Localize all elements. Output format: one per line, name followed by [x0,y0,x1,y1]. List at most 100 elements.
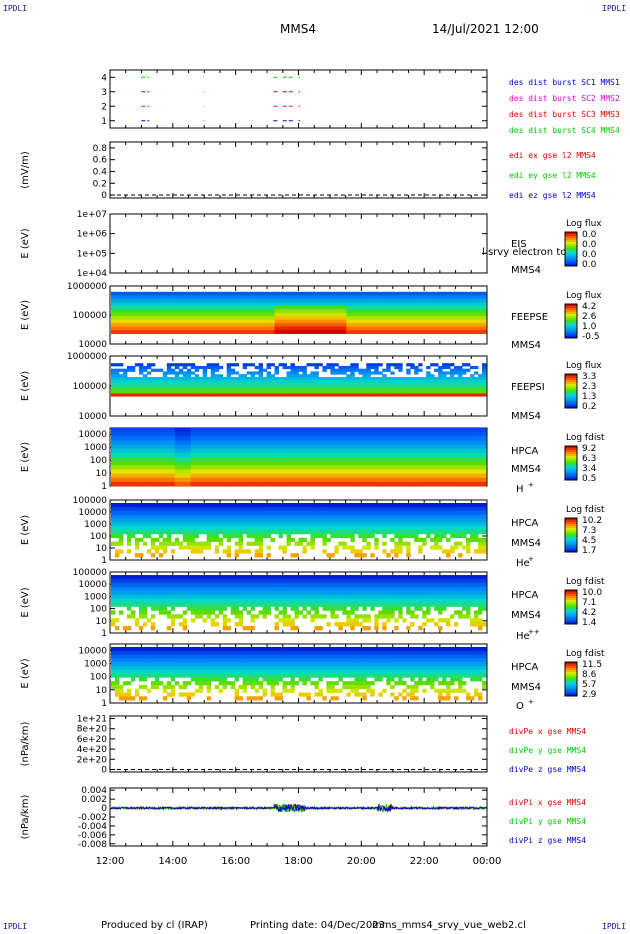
spectrogram-cell [154,305,160,310]
spectrogram-cell [474,326,479,331]
spectrogram-cell [318,518,323,523]
spectrogram-cell [394,295,399,300]
spectrogram-cell [362,510,367,515]
spectrogram-cell [198,312,204,317]
spectrogram-cell [330,477,335,483]
spectrogram-cell [406,553,411,558]
spectrogram-cell [398,448,403,454]
spectrogram-cell [426,382,431,386]
spectrogram-cell [250,393,256,397]
colorbar-cell [565,326,577,329]
spectrogram-cell [270,295,275,300]
spectrogram-cell [194,457,200,462]
spectrogram-cell [154,545,160,550]
spectrogram-cell [294,291,299,296]
spectrogram-cell [318,298,323,303]
spectrogram-cell [111,291,116,296]
spectrogram-cell [410,309,415,314]
spectrogram-cell [418,295,423,300]
spectrogram-cell [242,298,248,303]
spectrogram-cell [470,393,475,397]
spectrogram-cell [118,382,124,386]
spectrogram-cell [186,506,192,512]
spectrogram-cell [142,503,148,508]
spectrogram-cell [346,444,351,450]
spectrogram-cell [450,440,455,445]
spectrogram-cell [378,387,383,392]
spectrogram-cell [290,537,295,542]
spectrogram-cell [310,326,315,331]
spectrogram-cell [202,312,208,317]
spectrogram-cell [278,291,283,296]
spectrogram-cell [186,469,192,474]
spectrogram-cell [162,393,168,397]
spectrogram-cell [394,323,399,327]
spectrogram-cell [318,309,323,314]
spectrogram-cell [230,298,236,303]
spectrogram-cell [330,518,335,523]
spectrogram-cell [122,432,128,437]
spectrogram-cell [438,465,443,470]
spectrogram-cell [210,522,216,527]
spectrogram-cell [178,323,184,327]
spectrogram-cell [470,323,475,327]
spectrogram-cell [466,379,471,383]
spectrogram-cell [354,330,359,334]
spectrogram-cell [418,477,423,483]
spectrogram-cell [218,457,224,462]
spectrogram-cell [206,506,212,512]
spectrogram-cell [362,374,367,378]
spectrogram-cell [282,316,287,321]
spectrogram-cell [118,469,124,474]
panel-frame-9 [109,715,488,773]
spectrogram-cell [346,393,351,397]
spectrogram-cell [154,385,160,389]
spectrogram-cell [446,365,451,370]
spectrogram-cell [410,365,415,370]
spectrogram-cell [466,469,471,474]
spectrogram-cell [134,385,140,389]
spectrogram-cell [274,382,279,386]
spectrogram-cell [254,316,260,321]
spectrogram-cell [458,376,463,381]
spectrogram-cell [398,363,403,367]
spectrogram-cell [238,436,244,441]
spectrogram-cell [378,530,383,535]
spectrogram-cell [170,382,176,386]
spectrogram-cell [286,465,291,470]
spectrogram-cell [270,319,275,324]
spectrogram-cell [362,448,367,454]
spectrogram-cell [314,387,319,392]
y-tick-label: 10 [96,469,108,479]
spectrogram-cell [158,530,164,535]
spectrogram-cell [294,452,299,458]
spectrogram-cell [230,302,236,307]
spectrogram-cell [111,330,116,334]
spectrogram-cell [402,526,407,531]
spectrogram-cell [314,465,319,470]
spectrogram-cell [166,387,172,392]
spectrogram-cell [374,432,379,437]
spectrogram-cell [422,469,427,474]
spectrogram-cell [334,522,339,527]
spectrogram-cell [258,385,263,389]
spectrogram-cell [206,393,212,397]
spectrogram-cell [318,506,323,512]
spectrogram-cell [334,444,339,450]
spectrogram-cell [222,457,228,462]
spectrogram-cell [214,444,220,450]
spectrogram-cell [226,371,232,375]
spectrogram-cell [166,312,172,317]
spectrogram-cell [334,452,339,458]
spectrogram-cell [350,448,355,454]
spectrogram-cell [178,316,184,321]
spectrogram-cell [298,390,303,394]
spectrogram-cell [254,379,260,383]
spectrogram-cell [242,385,248,389]
spectrogram-cell [418,368,423,372]
spectrogram-cell [270,503,275,508]
spectrogram-cell [354,382,359,386]
spectrogram-cell [190,432,196,437]
spectrogram-cell [158,444,164,450]
spectrogram-cell [282,473,287,479]
